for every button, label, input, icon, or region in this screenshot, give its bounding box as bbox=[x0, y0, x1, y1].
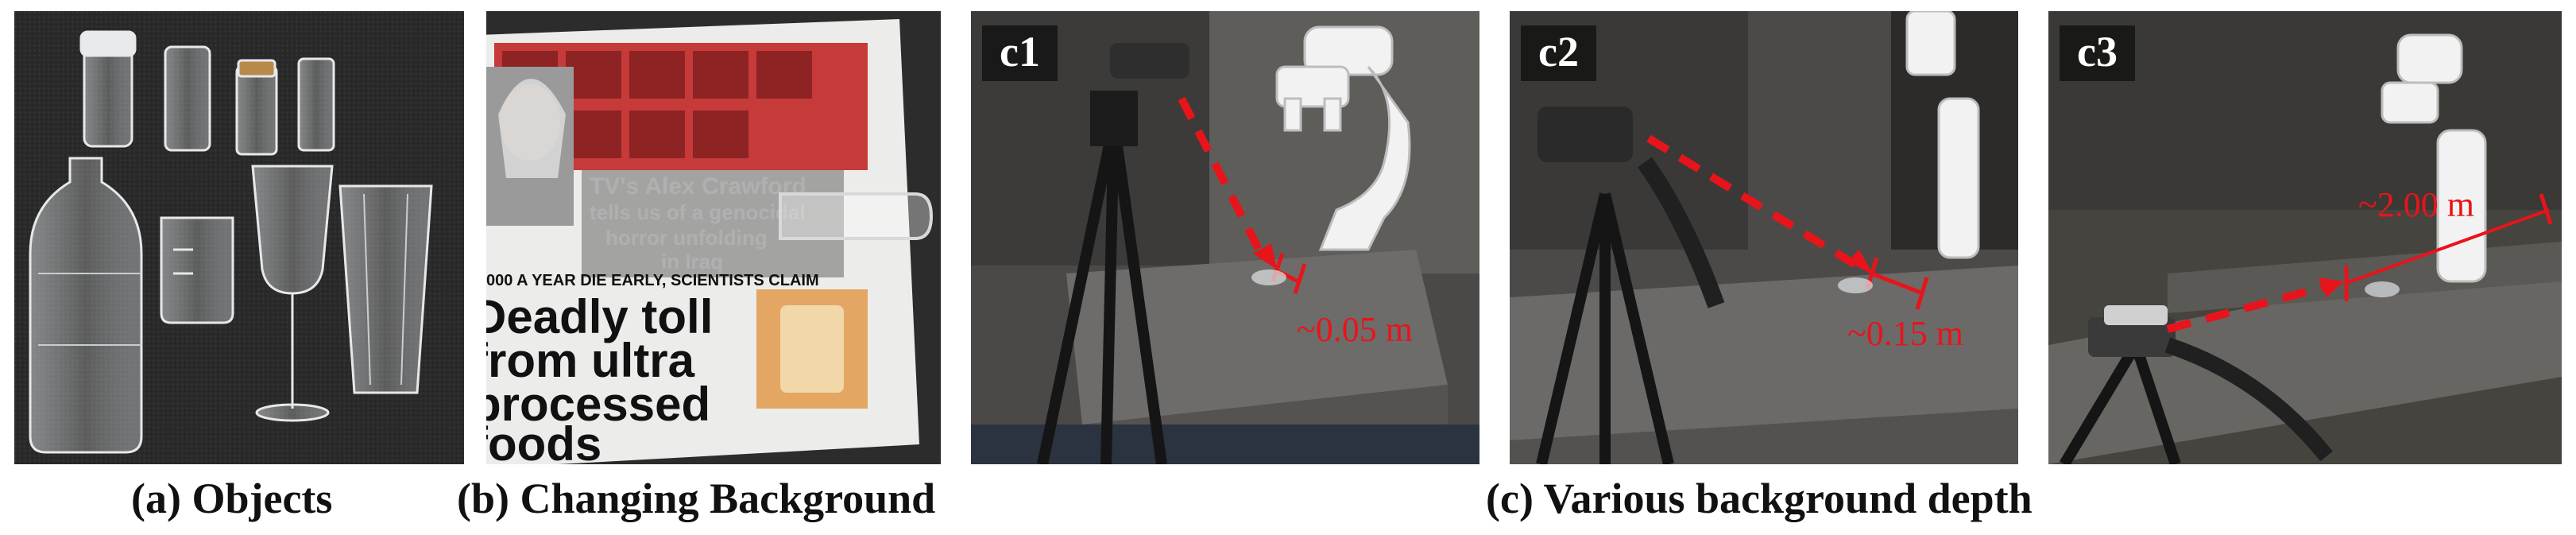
distance-label-c3: ~2.00 m bbox=[2358, 185, 2474, 224]
depth-photo-c1: ~0.05 m c1 bbox=[971, 11, 1479, 464]
objects-photo bbox=[14, 11, 464, 464]
tripod-camera bbox=[2059, 342, 2181, 464]
robot-arm bbox=[2381, 33, 2487, 283]
target-glass bbox=[2365, 281, 2400, 297]
svg-text:tells us of a genocidal: tells us of a genocidal bbox=[590, 200, 806, 224]
newspaper-headline: Deadly toll from ultra processed foods bbox=[486, 290, 713, 464]
camera-icon bbox=[1537, 107, 1633, 162]
beaker bbox=[160, 216, 234, 324]
glass-jars bbox=[79, 30, 335, 156]
depth-photo-c3: ~2.00 m c3 bbox=[2048, 11, 2562, 464]
camera-icon bbox=[1110, 43, 1189, 79]
plastic-cup bbox=[338, 184, 433, 394]
caption-objects: (a) Objects bbox=[131, 475, 333, 522]
panel-tag-c1: c1 bbox=[982, 25, 1058, 81]
caption-background-depth: (c) Various background depth bbox=[1486, 475, 2033, 522]
newspaper-strap: 000 A YEAR DIE EARLY, SCIENTISTS CLAIM bbox=[486, 272, 819, 289]
newspaper-quote: TV's Alex Crawford tells us of a genocid… bbox=[590, 173, 806, 273]
svg-text:horror unfolding: horror unfolding bbox=[605, 226, 768, 250]
svg-text:processed: processed bbox=[486, 378, 710, 431]
panel-tag-c2: c2 bbox=[1521, 25, 1596, 81]
svg-text:foods: foods bbox=[486, 417, 601, 464]
svg-text:in Iraq: in Iraq bbox=[661, 250, 723, 273]
panel-tag-c3: c3 bbox=[2060, 25, 2135, 81]
camera-icon bbox=[2088, 317, 2176, 357]
tripod-camera bbox=[1536, 192, 1674, 464]
svg-text:Deadly toll: Deadly toll bbox=[486, 290, 713, 343]
distance-label-c2: ~0.15 m bbox=[1847, 314, 1963, 353]
glass-on-newspaper bbox=[779, 192, 934, 240]
svg-text:from ultra: from ultra bbox=[486, 334, 695, 387]
svg-text:TV's Alex Crawford: TV's Alex Crawford bbox=[590, 173, 806, 200]
robot-arm bbox=[1275, 25, 1411, 251]
caption-changing-background: (b) Changing Background bbox=[457, 475, 936, 522]
plastic-bottle bbox=[29, 157, 143, 454]
robot-arm bbox=[1905, 11, 1980, 259]
target-glass bbox=[1838, 277, 1873, 293]
distance-label-c1: ~0.05 m bbox=[1297, 310, 1413, 349]
depth-photo-c2: ~0.15 m c2 bbox=[1510, 11, 2018, 464]
tripod-camera bbox=[1037, 121, 1167, 464]
target-glass bbox=[1251, 269, 1286, 285]
newspaper-photo: TV's Alex Crawford tells us of a genocid… bbox=[486, 11, 941, 464]
wine-glass bbox=[251, 165, 334, 422]
